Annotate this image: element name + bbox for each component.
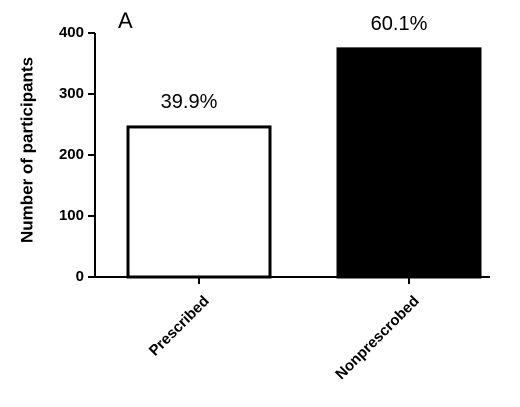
- annotation: 60.1%: [371, 13, 428, 35]
- bar: [126, 125, 272, 279]
- y-tick-label: 0: [76, 268, 84, 285]
- x-tick-label: Prescribed: [146, 293, 213, 360]
- panel-label: A: [118, 8, 133, 33]
- y-tick-label: 400: [59, 24, 84, 41]
- y-tick-label: 200: [59, 146, 84, 163]
- annotation: 39.9%: [161, 91, 218, 113]
- y-axis-label: Number of participants: [17, 57, 36, 243]
- bar: [336, 47, 482, 279]
- x-tick-label: Nonprescrobed: [332, 293, 422, 383]
- y-tick-label: 300: [59, 85, 84, 102]
- y-tick-label: 100: [59, 207, 84, 224]
